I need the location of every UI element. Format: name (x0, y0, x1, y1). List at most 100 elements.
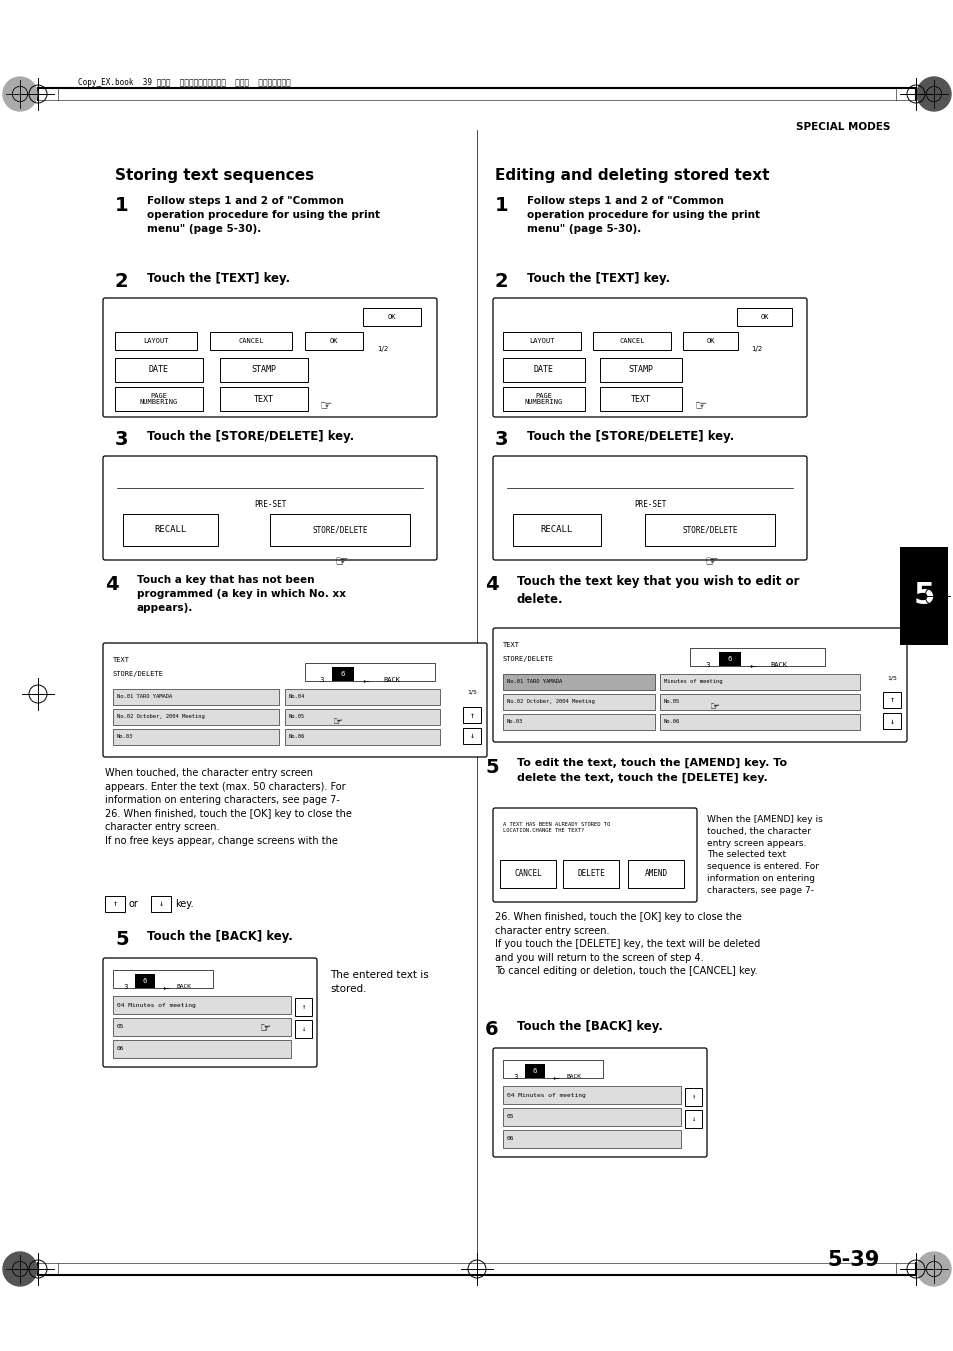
Bar (599, 386, 681, 411)
Text: Follow steps 1 and 2 of "Common
operation procedure for using the print
menu" (p: Follow steps 1 and 2 of "Common operatio… (526, 196, 760, 234)
Bar (112, 709, 278, 725)
FancyBboxPatch shape (493, 808, 697, 902)
Text: ←: ← (749, 662, 757, 671)
Bar (294, 998, 312, 1016)
Text: Storing text sequences: Storing text sequences (115, 168, 314, 182)
Text: OK: OK (705, 338, 714, 345)
Bar (659, 694, 859, 711)
FancyBboxPatch shape (103, 643, 486, 757)
Text: No.03: No.03 (117, 734, 133, 739)
Text: 05: 05 (506, 1115, 514, 1120)
Bar (285, 709, 439, 725)
Text: 6: 6 (727, 657, 732, 662)
Text: 1: 1 (495, 196, 508, 215)
Text: Touch the [BACK] key.: Touch the [BACK] key. (517, 1020, 662, 1034)
Text: No.05: No.05 (663, 698, 679, 704)
Bar (112, 1040, 291, 1058)
Text: 3: 3 (123, 984, 128, 990)
Text: 1/2: 1/2 (750, 346, 761, 353)
Bar (210, 332, 292, 350)
Text: Touch the [TEXT] key.: Touch the [TEXT] key. (147, 272, 290, 285)
Bar (115, 332, 196, 350)
Text: CANCEL: CANCEL (238, 338, 263, 345)
Bar (285, 689, 439, 705)
Bar (502, 386, 584, 411)
Text: OK: OK (330, 338, 338, 345)
Text: 05: 05 (117, 1024, 125, 1029)
Text: 06: 06 (506, 1136, 514, 1142)
Bar (112, 689, 278, 705)
Bar (502, 1086, 680, 1104)
Text: 04 Minutes of meeting: 04 Minutes of meeting (117, 1002, 195, 1008)
Bar (502, 1108, 680, 1125)
Bar (737, 308, 791, 326)
Text: TEXT: TEXT (253, 394, 274, 404)
Bar (123, 513, 218, 546)
Text: TEXT: TEXT (630, 394, 650, 404)
Text: 6: 6 (340, 671, 345, 677)
Text: 2: 2 (115, 272, 129, 290)
Text: OK: OK (387, 313, 395, 320)
Text: Touch the [STORE/DELETE] key.: Touch the [STORE/DELETE] key. (147, 430, 354, 443)
Bar (899, 547, 947, 644)
Text: ↑: ↑ (469, 711, 474, 720)
Text: Copy_EX.book  39 ページ  ２００４年９月２８日  火曜日  午後９時５４分: Copy_EX.book 39 ページ ２００４年９月２８日 火曜日 午後９時５… (78, 78, 291, 86)
Bar (363, 308, 420, 326)
Text: ←: ← (363, 677, 370, 686)
Text: ↑: ↑ (301, 1004, 305, 1011)
Text: No.01 TARO YAMADA: No.01 TARO YAMADA (506, 680, 561, 684)
Text: Minutes of meeting: Minutes of meeting (663, 680, 721, 684)
Text: When the [AMEND] key is
touched, the character
entry screen appears.
The selecte: When the [AMEND] key is touched, the cha… (706, 815, 821, 894)
Bar (502, 332, 580, 350)
Text: STORE/DELETE: STORE/DELETE (112, 671, 164, 677)
Text: 04 Minutes of meeting: 04 Minutes of meeting (506, 1093, 585, 1097)
Text: RECALL: RECALL (540, 526, 573, 535)
Text: STORE/DELETE: STORE/DELETE (312, 526, 367, 535)
Text: CANCEL: CANCEL (618, 338, 644, 345)
Text: SPECIAL MODES: SPECIAL MODES (795, 122, 889, 132)
Text: STORE/DELETE: STORE/DELETE (502, 657, 554, 662)
Text: 1/5: 1/5 (886, 676, 896, 680)
Bar (644, 513, 774, 546)
Text: ↑: ↑ (112, 900, 117, 908)
Text: To edit the text, touch the [AMEND] key. To
delete the text, touch the [DELETE] : To edit the text, touch the [AMEND] key.… (517, 758, 786, 782)
Text: key.: key. (174, 898, 193, 909)
Text: OK: OK (760, 313, 768, 320)
Text: ☞: ☞ (335, 554, 348, 569)
Bar (689, 648, 824, 666)
Text: 3: 3 (495, 430, 508, 449)
Bar (659, 713, 859, 730)
Text: Touch a key that has not been
programmed (a key in which No. xx
appears).: Touch a key that has not been programmed… (137, 576, 346, 613)
Text: RECALL: RECALL (154, 526, 187, 535)
Text: ↑: ↑ (691, 1094, 695, 1100)
Text: or: or (129, 898, 139, 909)
Text: ☞: ☞ (333, 717, 343, 727)
Text: Touch the text key that you wish to edit or
delete.: Touch the text key that you wish to edit… (517, 576, 799, 607)
Bar (112, 970, 213, 988)
Text: ←: ← (553, 1074, 559, 1084)
Text: No.01 TARO YAMADA: No.01 TARO YAMADA (117, 694, 172, 698)
Bar (220, 358, 308, 382)
Text: No.04: No.04 (289, 694, 305, 698)
Text: ☞: ☞ (709, 703, 720, 712)
Text: BACK: BACK (177, 984, 192, 989)
Bar (220, 386, 308, 411)
Text: ☞: ☞ (319, 399, 333, 412)
Bar (599, 358, 681, 382)
Text: No.06: No.06 (663, 719, 679, 724)
Text: 1: 1 (115, 196, 129, 215)
Bar (294, 1020, 312, 1038)
Text: PRE-SET: PRE-SET (253, 500, 286, 509)
Bar (502, 674, 655, 690)
Bar (684, 1088, 701, 1106)
Bar (562, 861, 618, 888)
Text: No.05: No.05 (289, 713, 305, 719)
Bar (502, 1129, 680, 1148)
Text: No.06: No.06 (289, 734, 305, 739)
Bar (719, 653, 740, 666)
Text: A TEXT HAS BEEN ALREADY STORED TO
LOCATION.CHANGE THE TEXT?: A TEXT HAS BEEN ALREADY STORED TO LOCATI… (502, 821, 610, 834)
Bar (627, 861, 683, 888)
Text: 3: 3 (318, 677, 323, 684)
Text: 5-39: 5-39 (827, 1250, 879, 1270)
Bar (115, 358, 203, 382)
